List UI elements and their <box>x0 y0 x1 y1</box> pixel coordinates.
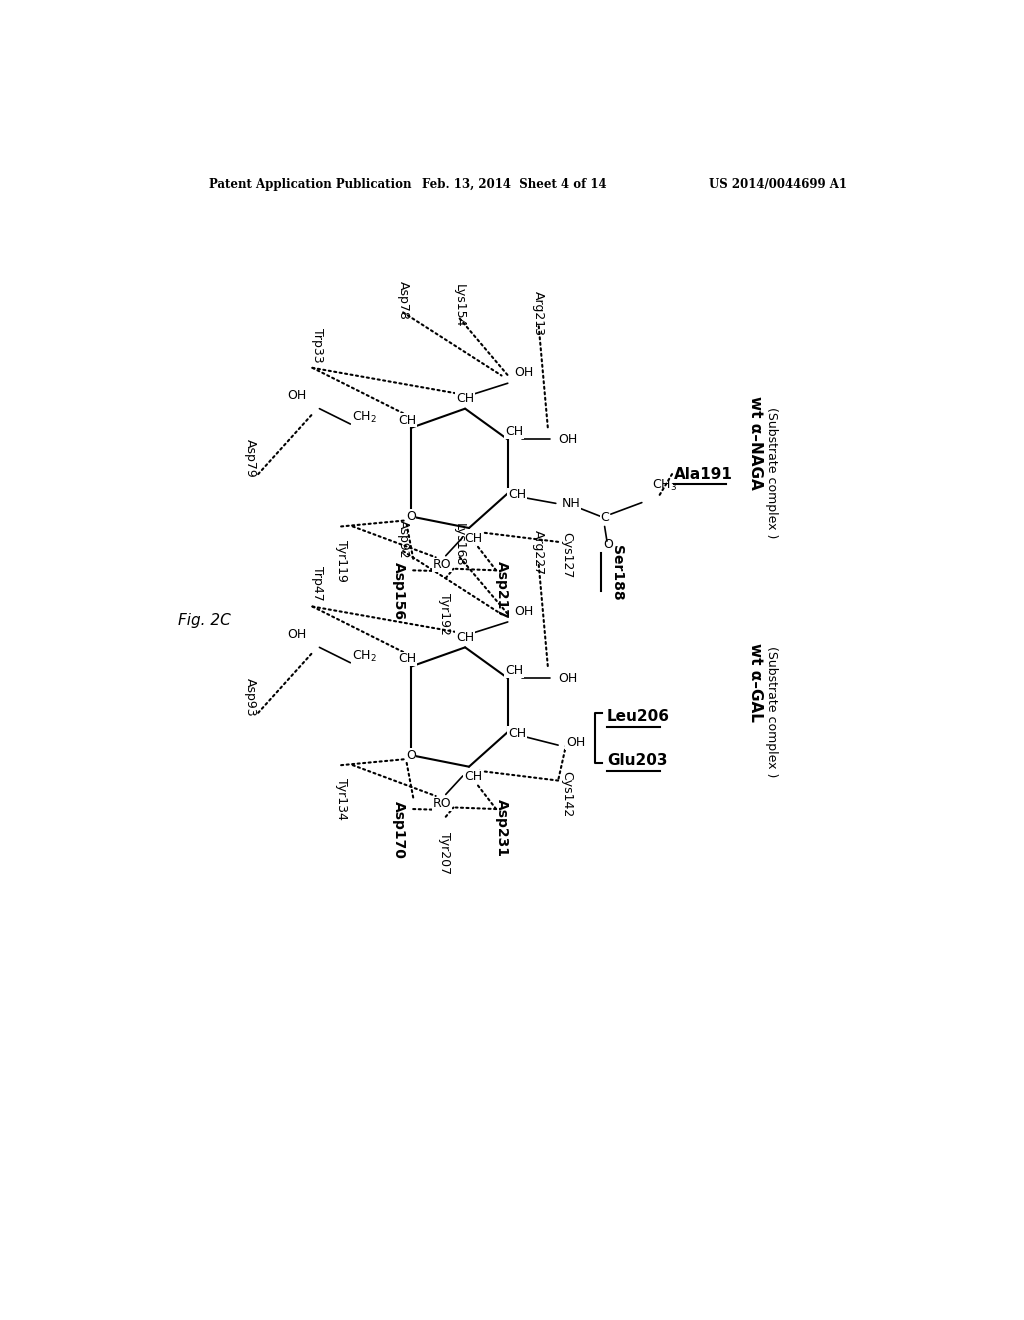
Text: CH: CH <box>508 727 526 741</box>
Text: CH: CH <box>456 392 474 405</box>
Text: OH: OH <box>514 605 534 618</box>
Text: RO: RO <box>432 797 452 810</box>
Text: Tyr119: Tyr119 <box>335 540 347 581</box>
Text: Asp217: Asp217 <box>495 561 509 619</box>
Text: Tyr192: Tyr192 <box>437 594 451 635</box>
Text: Ser188: Ser188 <box>610 545 624 601</box>
Text: NH: NH <box>562 496 581 510</box>
Text: Asp79: Asp79 <box>245 440 257 478</box>
Text: CH: CH <box>398 652 416 665</box>
Text: CH: CH <box>508 488 526 502</box>
Text: Lys168: Lys168 <box>454 523 466 566</box>
Text: Ala191: Ala191 <box>675 466 733 482</box>
Text: CH: CH <box>505 664 523 677</box>
Text: O: O <box>406 748 416 762</box>
Text: Asp170: Asp170 <box>392 801 407 859</box>
Text: OH: OH <box>558 433 578 446</box>
Text: CH: CH <box>505 425 523 438</box>
Text: RO: RO <box>432 558 452 572</box>
Text: OH: OH <box>566 737 585 750</box>
Text: Leu206: Leu206 <box>607 709 670 725</box>
Text: CH: CH <box>456 631 474 644</box>
Text: Cys127: Cys127 <box>560 532 573 578</box>
Text: Tyr207: Tyr207 <box>437 832 451 874</box>
Text: OH: OH <box>558 672 578 685</box>
Text: Asp92: Asp92 <box>396 520 410 558</box>
Text: Feb. 13, 2014  Sheet 4 of 14: Feb. 13, 2014 Sheet 4 of 14 <box>423 178 607 190</box>
Text: (Substrate complex ): (Substrate complex ) <box>765 407 778 539</box>
Text: O: O <box>603 539 613 552</box>
Text: Asp78: Asp78 <box>396 281 410 321</box>
Text: CH$_3$: CH$_3$ <box>652 478 677 492</box>
Text: Asp231: Asp231 <box>495 800 509 857</box>
Text: wt α–GAL: wt α–GAL <box>748 643 763 722</box>
Text: CH: CH <box>398 413 416 426</box>
Text: Asp156: Asp156 <box>392 562 407 620</box>
Text: Tyr134: Tyr134 <box>335 779 347 820</box>
Text: CH$_2$: CH$_2$ <box>352 411 377 425</box>
Text: Asp93: Asp93 <box>245 678 257 717</box>
Text: (Substrate complex ): (Substrate complex ) <box>765 645 778 777</box>
Text: CH$_2$: CH$_2$ <box>352 649 377 664</box>
Text: Patent Application Publication: Patent Application Publication <box>209 178 412 190</box>
Text: OH: OH <box>514 367 534 379</box>
Text: CH: CH <box>464 532 482 545</box>
Text: wt α–NAGA: wt α–NAGA <box>748 396 763 490</box>
Text: Lys154: Lys154 <box>454 285 466 327</box>
Text: US 2014/0044699 A1: US 2014/0044699 A1 <box>710 178 847 190</box>
Text: Fig. 2C: Fig. 2C <box>178 612 231 628</box>
Text: C: C <box>600 511 609 524</box>
Text: Cys142: Cys142 <box>560 771 573 817</box>
Text: Arg227: Arg227 <box>532 531 545 576</box>
Text: CH: CH <box>464 770 482 783</box>
Text: Glu203: Glu203 <box>607 752 668 768</box>
Text: OH: OH <box>287 628 306 642</box>
Text: O: O <box>406 510 416 523</box>
Text: Trp47: Trp47 <box>311 566 325 601</box>
Text: OH: OH <box>287 389 306 403</box>
Text: Arg213: Arg213 <box>532 292 545 337</box>
Text: Trp33: Trp33 <box>311 327 325 363</box>
